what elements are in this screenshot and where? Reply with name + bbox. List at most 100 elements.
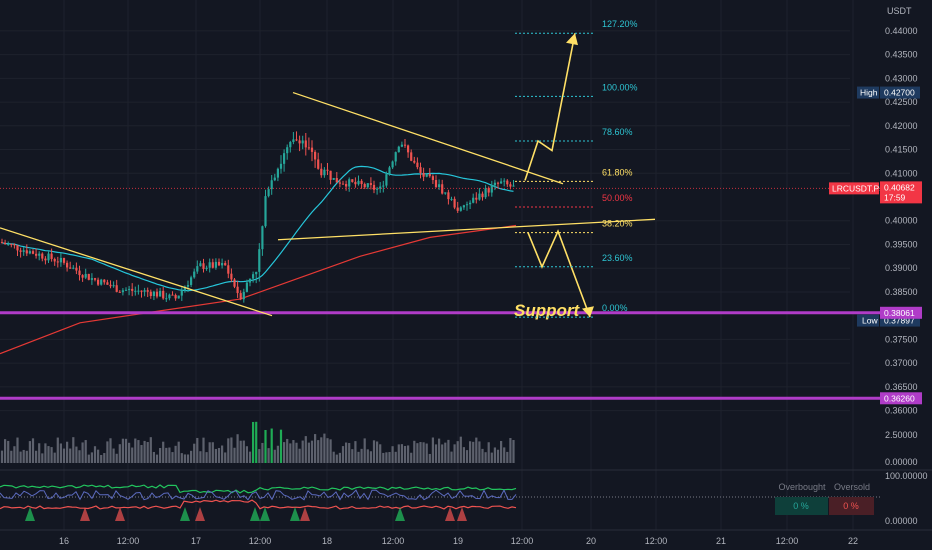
oversold-cell <box>829 497 874 515</box>
candle-body <box>252 274 255 279</box>
volume-bar <box>174 445 177 463</box>
price-axis[interactable]: 0.44000 0.43500 0.43000 0.42500 0.42000 0.415… <box>885 6 928 526</box>
candle-body <box>196 266 199 272</box>
volume-bar <box>391 446 394 463</box>
volume-bar <box>177 441 180 463</box>
volume-bar <box>124 438 128 463</box>
candle-body <box>224 263 227 266</box>
candle-body <box>351 179 354 182</box>
volume-bar <box>224 452 227 463</box>
volume-bar <box>475 437 478 463</box>
volume-bar <box>422 442 425 463</box>
candle-body <box>431 176 434 181</box>
volume-bar <box>81 442 84 463</box>
candle-body <box>465 204 469 206</box>
volume-bar <box>360 448 363 463</box>
volume-bar <box>286 438 289 463</box>
candle-body <box>106 282 109 285</box>
level-value-box <box>880 306 922 319</box>
volume-bar <box>162 441 165 463</box>
candle-body <box>493 182 496 186</box>
volume-bar <box>444 442 447 463</box>
candles <box>0 131 515 303</box>
volume-bar <box>459 436 462 463</box>
volume-tick-label: 2.50000 <box>885 430 918 440</box>
candle-body <box>202 263 205 269</box>
candle-body <box>345 184 348 187</box>
candle-body <box>78 270 81 276</box>
price-tick-label: 0.42000 <box>885 121 918 131</box>
low-value-text: 0.37897 <box>884 316 915 326</box>
rsi-line <box>0 489 517 501</box>
candle-body <box>155 291 159 297</box>
candle-body <box>261 226 264 250</box>
rsi-signal-marker <box>195 507 205 521</box>
candle-body <box>230 273 233 280</box>
volume-bar <box>205 452 208 463</box>
candle-body <box>413 160 416 163</box>
candle-body <box>391 161 394 168</box>
moving-averages <box>0 165 517 355</box>
candle-body <box>152 291 155 297</box>
volume-bar <box>202 437 205 463</box>
candle-body <box>394 152 397 162</box>
candle-body <box>100 279 103 285</box>
volume-bar <box>310 440 314 463</box>
candle-body <box>186 284 190 287</box>
candle-body <box>255 271 258 275</box>
rsi-signal-marker <box>300 507 310 521</box>
volume-bar <box>388 452 391 463</box>
volume-bar <box>93 446 97 463</box>
horizontal-levels <box>0 187 880 400</box>
candle-body <box>62 257 66 263</box>
candle-body <box>469 202 472 205</box>
volume-bar <box>496 449 500 463</box>
volume-bar <box>171 452 174 463</box>
high-value-box <box>880 86 920 99</box>
time-tick-label: 19 <box>453 536 463 546</box>
candle-body <box>35 253 38 256</box>
candle-body <box>286 147 289 154</box>
volume-bar <box>351 449 354 463</box>
volume-bar <box>106 441 109 463</box>
rsi-signal-marker <box>25 507 35 521</box>
ma-slow-line <box>0 224 517 355</box>
volume-bar <box>233 447 236 463</box>
volume-bar <box>134 438 137 463</box>
volume-bar <box>301 440 304 463</box>
rsi-signal-marker <box>80 507 90 521</box>
candle-body <box>459 207 462 211</box>
candle-body <box>242 291 245 300</box>
volume-bar <box>270 428 273 463</box>
volume-bar <box>242 440 245 463</box>
candle-body <box>310 147 314 152</box>
volume-bar <box>115 453 118 463</box>
volume-bar <box>323 433 326 463</box>
volume-bar <box>261 442 264 463</box>
time-tick-label: 12:00 <box>117 536 140 546</box>
volume-bar <box>314 434 317 463</box>
volume-bar <box>230 437 233 463</box>
time-axis[interactable]: 16 12:00 17 12:00 18 12:00 19 12:00 20 12:00 21 12:… <box>59 536 858 546</box>
candle-body <box>400 144 403 147</box>
symbol-label-box <box>829 182 879 195</box>
volume-bar <box>357 451 360 463</box>
candle-body <box>475 197 478 200</box>
volume-bar <box>397 444 400 463</box>
candle-body <box>314 151 317 160</box>
fibonacci-levels: 127.20% 100.00% 78.60% 61.80% 50.00% 38.20% 23… <box>515 19 638 318</box>
candle-body <box>90 278 93 280</box>
volume-bar <box>447 439 450 463</box>
support-annotation: Support <box>514 301 580 320</box>
candle-body <box>503 180 506 182</box>
volume-bar <box>484 452 487 463</box>
candle-body <box>441 184 444 194</box>
volume-bar <box>345 442 348 463</box>
high-value-text: 0.42700 <box>884 88 915 98</box>
price-tick-label: 0.44000 <box>885 26 918 36</box>
volume-bar <box>307 442 310 463</box>
candle-body <box>407 145 410 153</box>
volume-bar <box>369 451 372 463</box>
candle-body <box>208 262 211 268</box>
